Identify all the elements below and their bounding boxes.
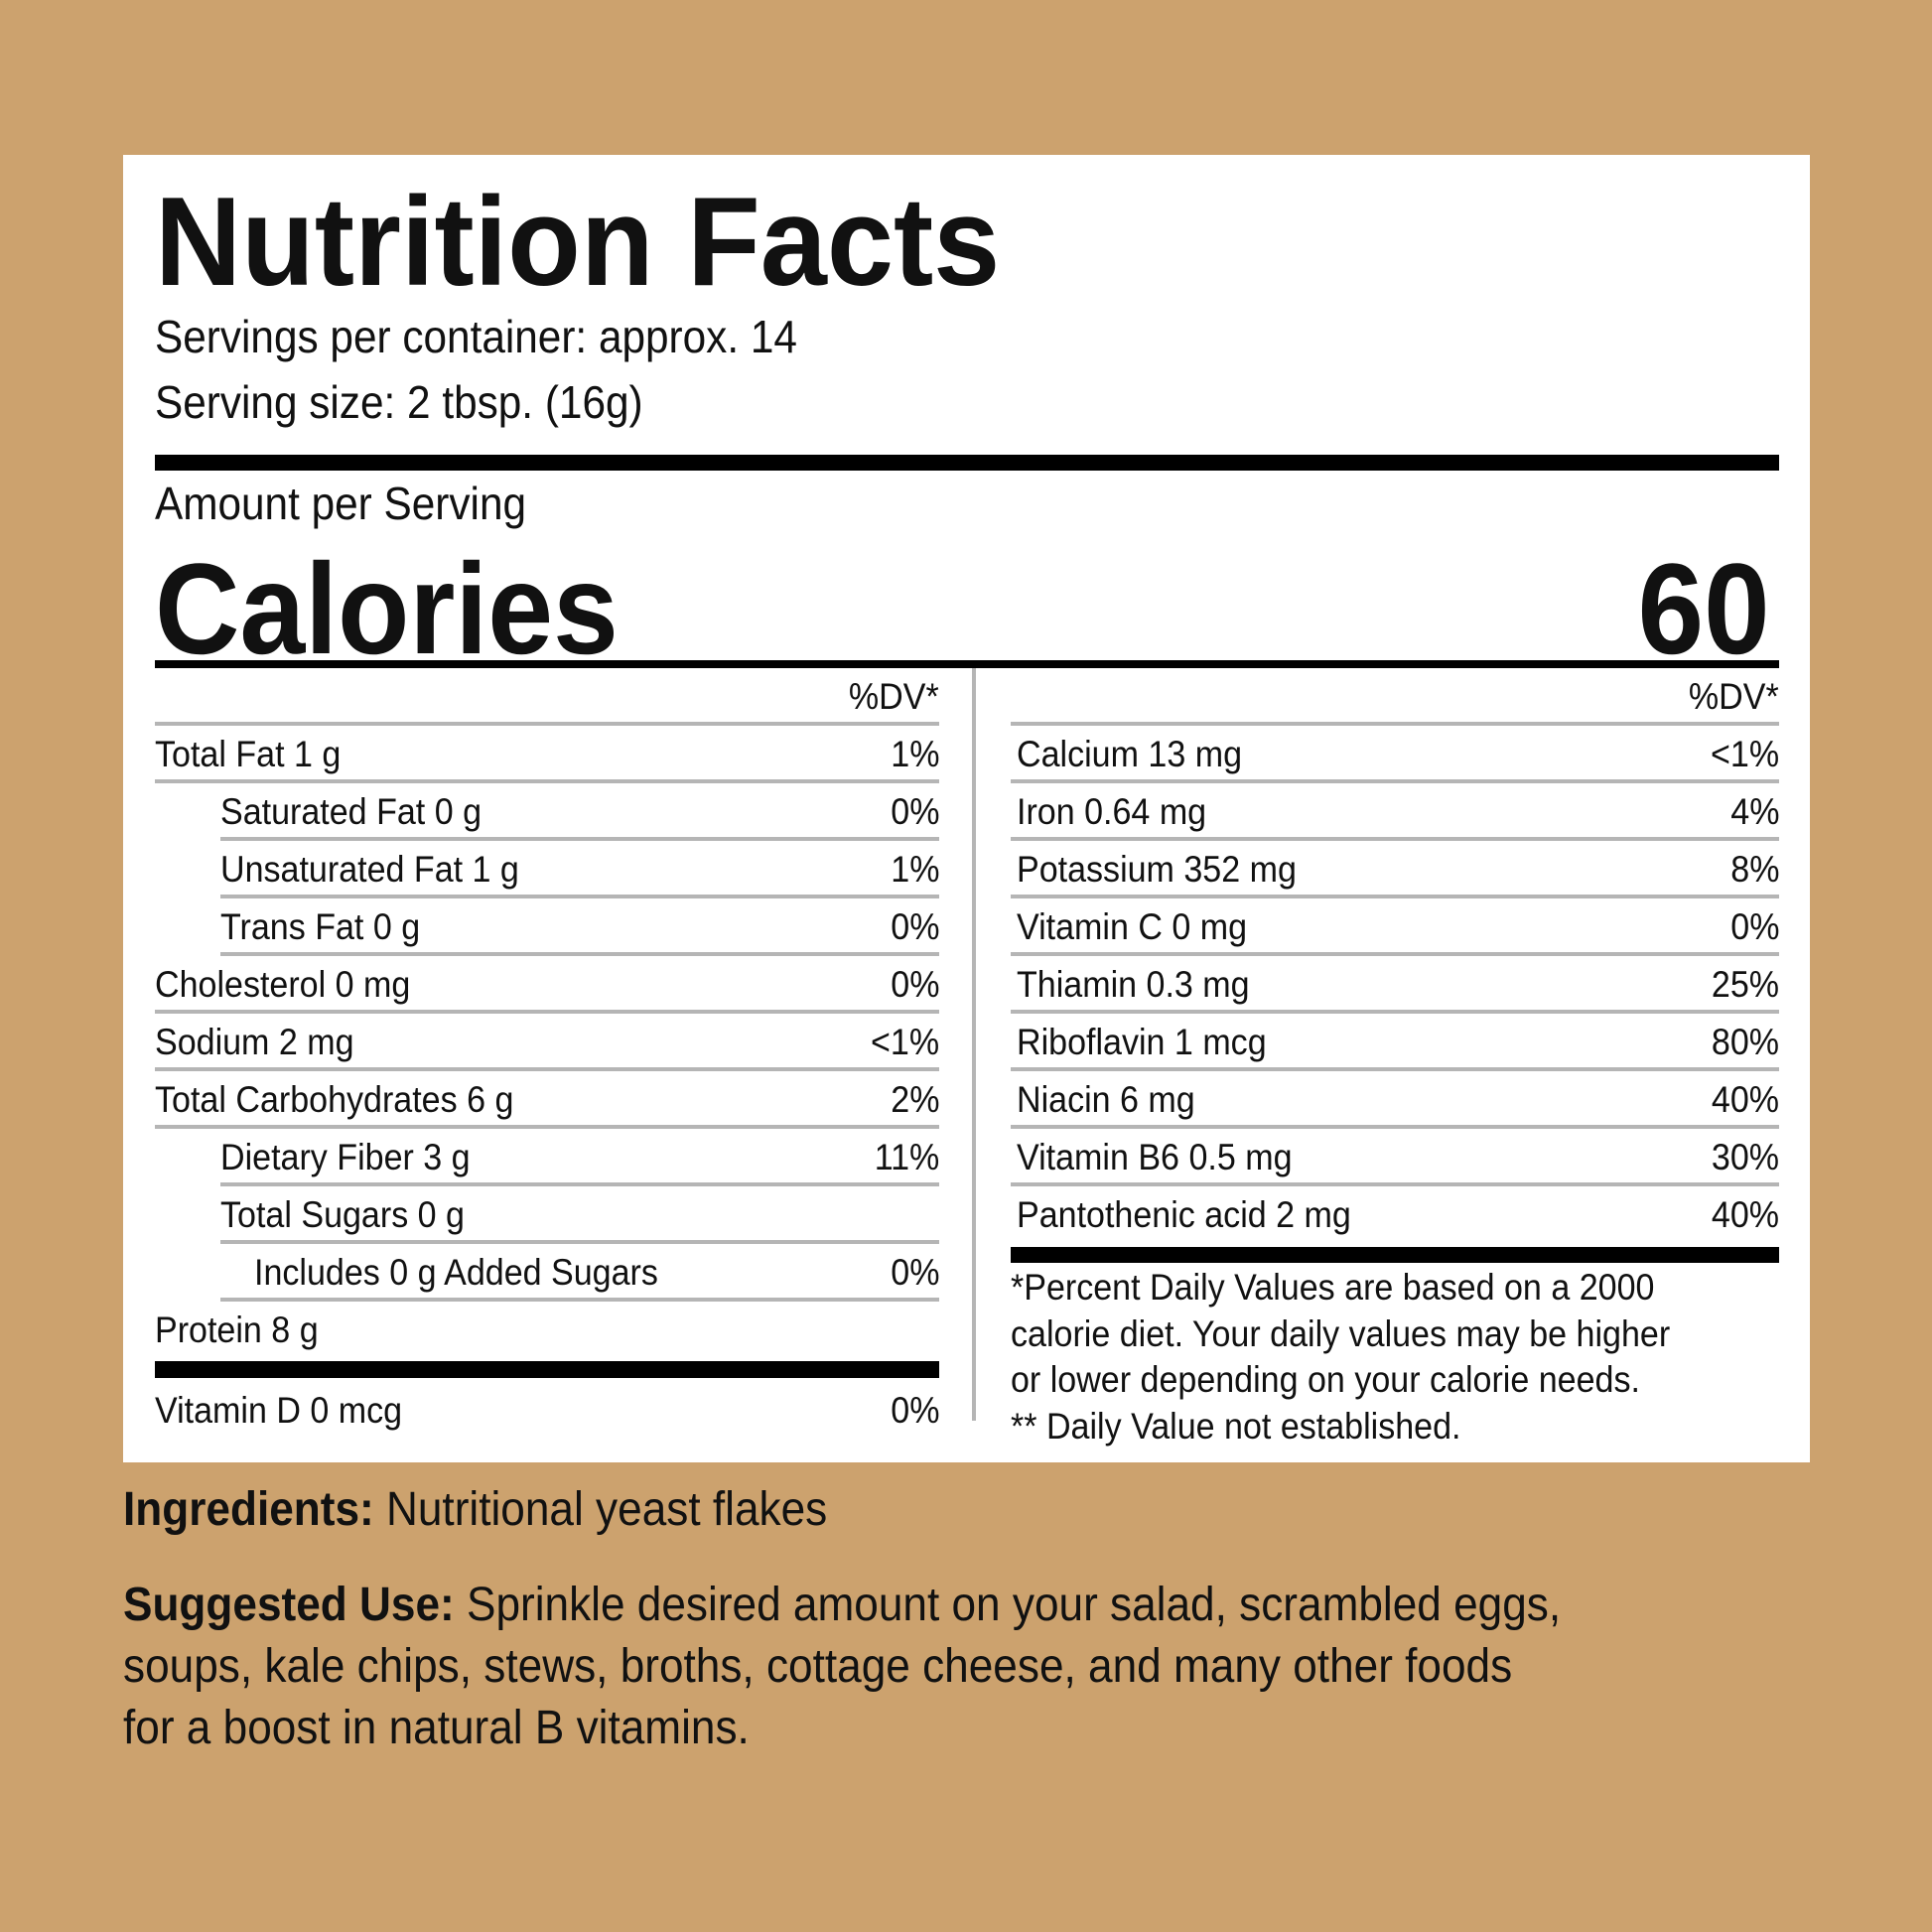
footnote-line: calorie diet. Your daily values may be h… <box>1011 1312 1671 1354</box>
nutrient-row-vitamin-d: Vitamin D 0 mcg 0% <box>155 1382 939 1436</box>
nutrient-label: Calcium 13 mg <box>1017 734 1243 774</box>
nutrient-dv: 0% <box>890 964 939 1005</box>
suggested-use: Suggested Use: Sprinkle desired amount o… <box>123 1575 1831 1759</box>
calories-value: 60 <box>1637 536 1770 681</box>
footnote-line: *Percent Daily Values are based on a 200… <box>1011 1267 1655 1308</box>
right-nutrient-column: %DV* Calcium 13 mg <1% Iron 0.64 mg 4% Potass… <box>1011 668 1779 1240</box>
nutrient-label: Total Carbohydrates 6 g <box>155 1079 514 1120</box>
nutrient-label: Potassium 352 mg <box>1017 849 1297 890</box>
nutrient-dv: 11% <box>874 1137 939 1177</box>
nutrient-row: Total Carbohydrates 6 g 2% <box>155 1071 939 1129</box>
nutrient-label: Thiamin 0.3 mg <box>1017 964 1250 1005</box>
nutrient-dv: 40% <box>1711 1079 1779 1120</box>
nutrition-facts-panel: Nutrition Facts Servings per container: … <box>123 155 1810 1462</box>
nutrient-dv: <1% <box>1710 734 1779 774</box>
nutrient-dv: 4% <box>1729 791 1779 832</box>
nutrient-dv: 8% <box>1729 849 1779 890</box>
nutrient-row: Trans Fat 0 g 0% <box>220 898 939 956</box>
nutrient-row: Sodium 2 mg <1% <box>155 1014 939 1071</box>
nutrient-row: Saturated Fat 0 g 0% <box>220 783 939 841</box>
footnote-divider <box>1011 1247 1779 1263</box>
nutrient-row: Protein 8 g <box>155 1302 939 1355</box>
nutrient-dv: 2% <box>890 1079 939 1120</box>
footnotes: *Percent Daily Values are based on a 200… <box>1011 1265 1727 1449</box>
protein-divider <box>155 1361 939 1378</box>
nutrient-dv: 0% <box>890 906 939 947</box>
nutrient-dv: 1% <box>890 849 939 890</box>
suggested-use-line: for a boost in natural B vitamins. <box>123 1702 750 1754</box>
nutrient-label: Total Sugars 0 g <box>220 1194 465 1235</box>
nutrient-label: Unsaturated Fat 1 g <box>220 849 519 890</box>
nutrient-dv: <1% <box>870 1022 939 1062</box>
nutrient-label: Vitamin C 0 mg <box>1017 906 1248 947</box>
nutrient-dv: 25% <box>1711 964 1779 1005</box>
nutrient-row: Cholesterol 0 mg 0% <box>155 956 939 1014</box>
ingredients-heading: Ingredients: <box>123 1483 374 1536</box>
nutrient-row: Vitamin C 0 mg 0% <box>1011 898 1779 956</box>
column-divider <box>972 668 976 1421</box>
nutrient-row: Vitamin B6 0.5 mg 30% <box>1011 1129 1779 1186</box>
nutrient-row: Total Fat 1 g 1% <box>155 726 939 783</box>
ingredients: Ingredients: Nutritional yeast flakes <box>123 1479 1831 1541</box>
nutrition-facts-title: Nutrition Facts <box>155 171 1001 312</box>
nutrient-label: Dietary Fiber 3 g <box>220 1137 471 1177</box>
nutrient-row: Potassium 352 mg 8% <box>1011 841 1779 898</box>
nutrient-label: Vitamin D 0 mcg <box>155 1390 403 1431</box>
nutrient-label: Trans Fat 0 g <box>220 906 421 947</box>
ingredients-text: Nutritional yeast flakes <box>373 1483 828 1536</box>
servings-per-container: Servings per container: approx. 14 <box>155 311 797 362</box>
nutrient-row: Calcium 13 mg <1% <box>1011 726 1779 783</box>
nutrient-label: Total Fat 1 g <box>155 734 342 774</box>
nutrient-dv: 0% <box>890 791 939 832</box>
amount-per-serving: Amount per Serving <box>155 478 527 529</box>
nutrient-dv: 1% <box>890 734 939 774</box>
nutrient-label: Saturated Fat 0 g <box>220 791 483 832</box>
calories-divider <box>155 660 1779 668</box>
nutrient-row: Pantothenic acid 2 mg 40% <box>1011 1186 1779 1240</box>
nutrient-row: Riboflavin 1 mcg 80% <box>1011 1014 1779 1071</box>
nutrient-row: Iron 0.64 mg 4% <box>1011 783 1779 841</box>
nutrient-row: Total Sugars 0 g <box>220 1186 939 1244</box>
suggested-use-line: soups, kale chips, stews, broths, cottag… <box>123 1640 1513 1693</box>
nutrient-label: Sodium 2 mg <box>155 1022 354 1062</box>
dv-header-row: %DV* <box>155 668 939 726</box>
suggested-use-heading: Suggested Use: <box>123 1579 455 1631</box>
dv-header: %DV* <box>1689 676 1779 717</box>
nutrient-label: Cholesterol 0 mg <box>155 964 411 1005</box>
nutrient-label: Protein 8 g <box>155 1310 319 1350</box>
nutrient-dv: 0% <box>1729 906 1779 947</box>
nutrient-dv: 30% <box>1711 1137 1779 1177</box>
nutrient-label: Niacin 6 mg <box>1017 1079 1195 1120</box>
nutrient-row: Dietary Fiber 3 g 11% <box>220 1129 939 1186</box>
dv-header: %DV* <box>849 676 939 717</box>
nutrient-row: Unsaturated Fat 1 g 1% <box>220 841 939 898</box>
footnote-line: ** Daily Value not established. <box>1011 1405 1461 1447</box>
nutrient-dv: 80% <box>1711 1022 1779 1062</box>
nutrient-row: Includes 0 g Added Sugars 0% <box>220 1244 939 1302</box>
nutrient-label: Vitamin B6 0.5 mg <box>1017 1137 1293 1177</box>
nutrient-label: Riboflavin 1 mcg <box>1017 1022 1267 1062</box>
nutrient-row: Niacin 6 mg 40% <box>1011 1071 1779 1129</box>
nutrient-label: Includes 0 g Added Sugars <box>254 1252 658 1293</box>
footnote-line: or lower depending on your calorie needs… <box>1011 1359 1640 1400</box>
calories-label: Calories <box>155 536 619 681</box>
nutrient-label: Iron 0.64 mg <box>1017 791 1207 832</box>
serving-size: Serving size: 2 tbsp. (16g) <box>155 376 643 428</box>
nutrient-dv: 0% <box>890 1252 939 1293</box>
nutrient-dv: 0% <box>890 1390 939 1431</box>
nutrient-dv: 40% <box>1711 1194 1779 1235</box>
thick-divider <box>155 455 1779 471</box>
left-nutrient-column: %DV* Total Fat 1 g 1% Saturated Fat 0 g 0% Un… <box>155 668 939 1355</box>
nutrient-row: Thiamin 0.3 mg 25% <box>1011 956 1779 1014</box>
suggested-use-line: Sprinkle desired amount on your salad, s… <box>454 1579 1562 1631</box>
nutrient-label: Pantothenic acid 2 mg <box>1017 1194 1351 1235</box>
dv-header-row: %DV* <box>1011 668 1779 726</box>
